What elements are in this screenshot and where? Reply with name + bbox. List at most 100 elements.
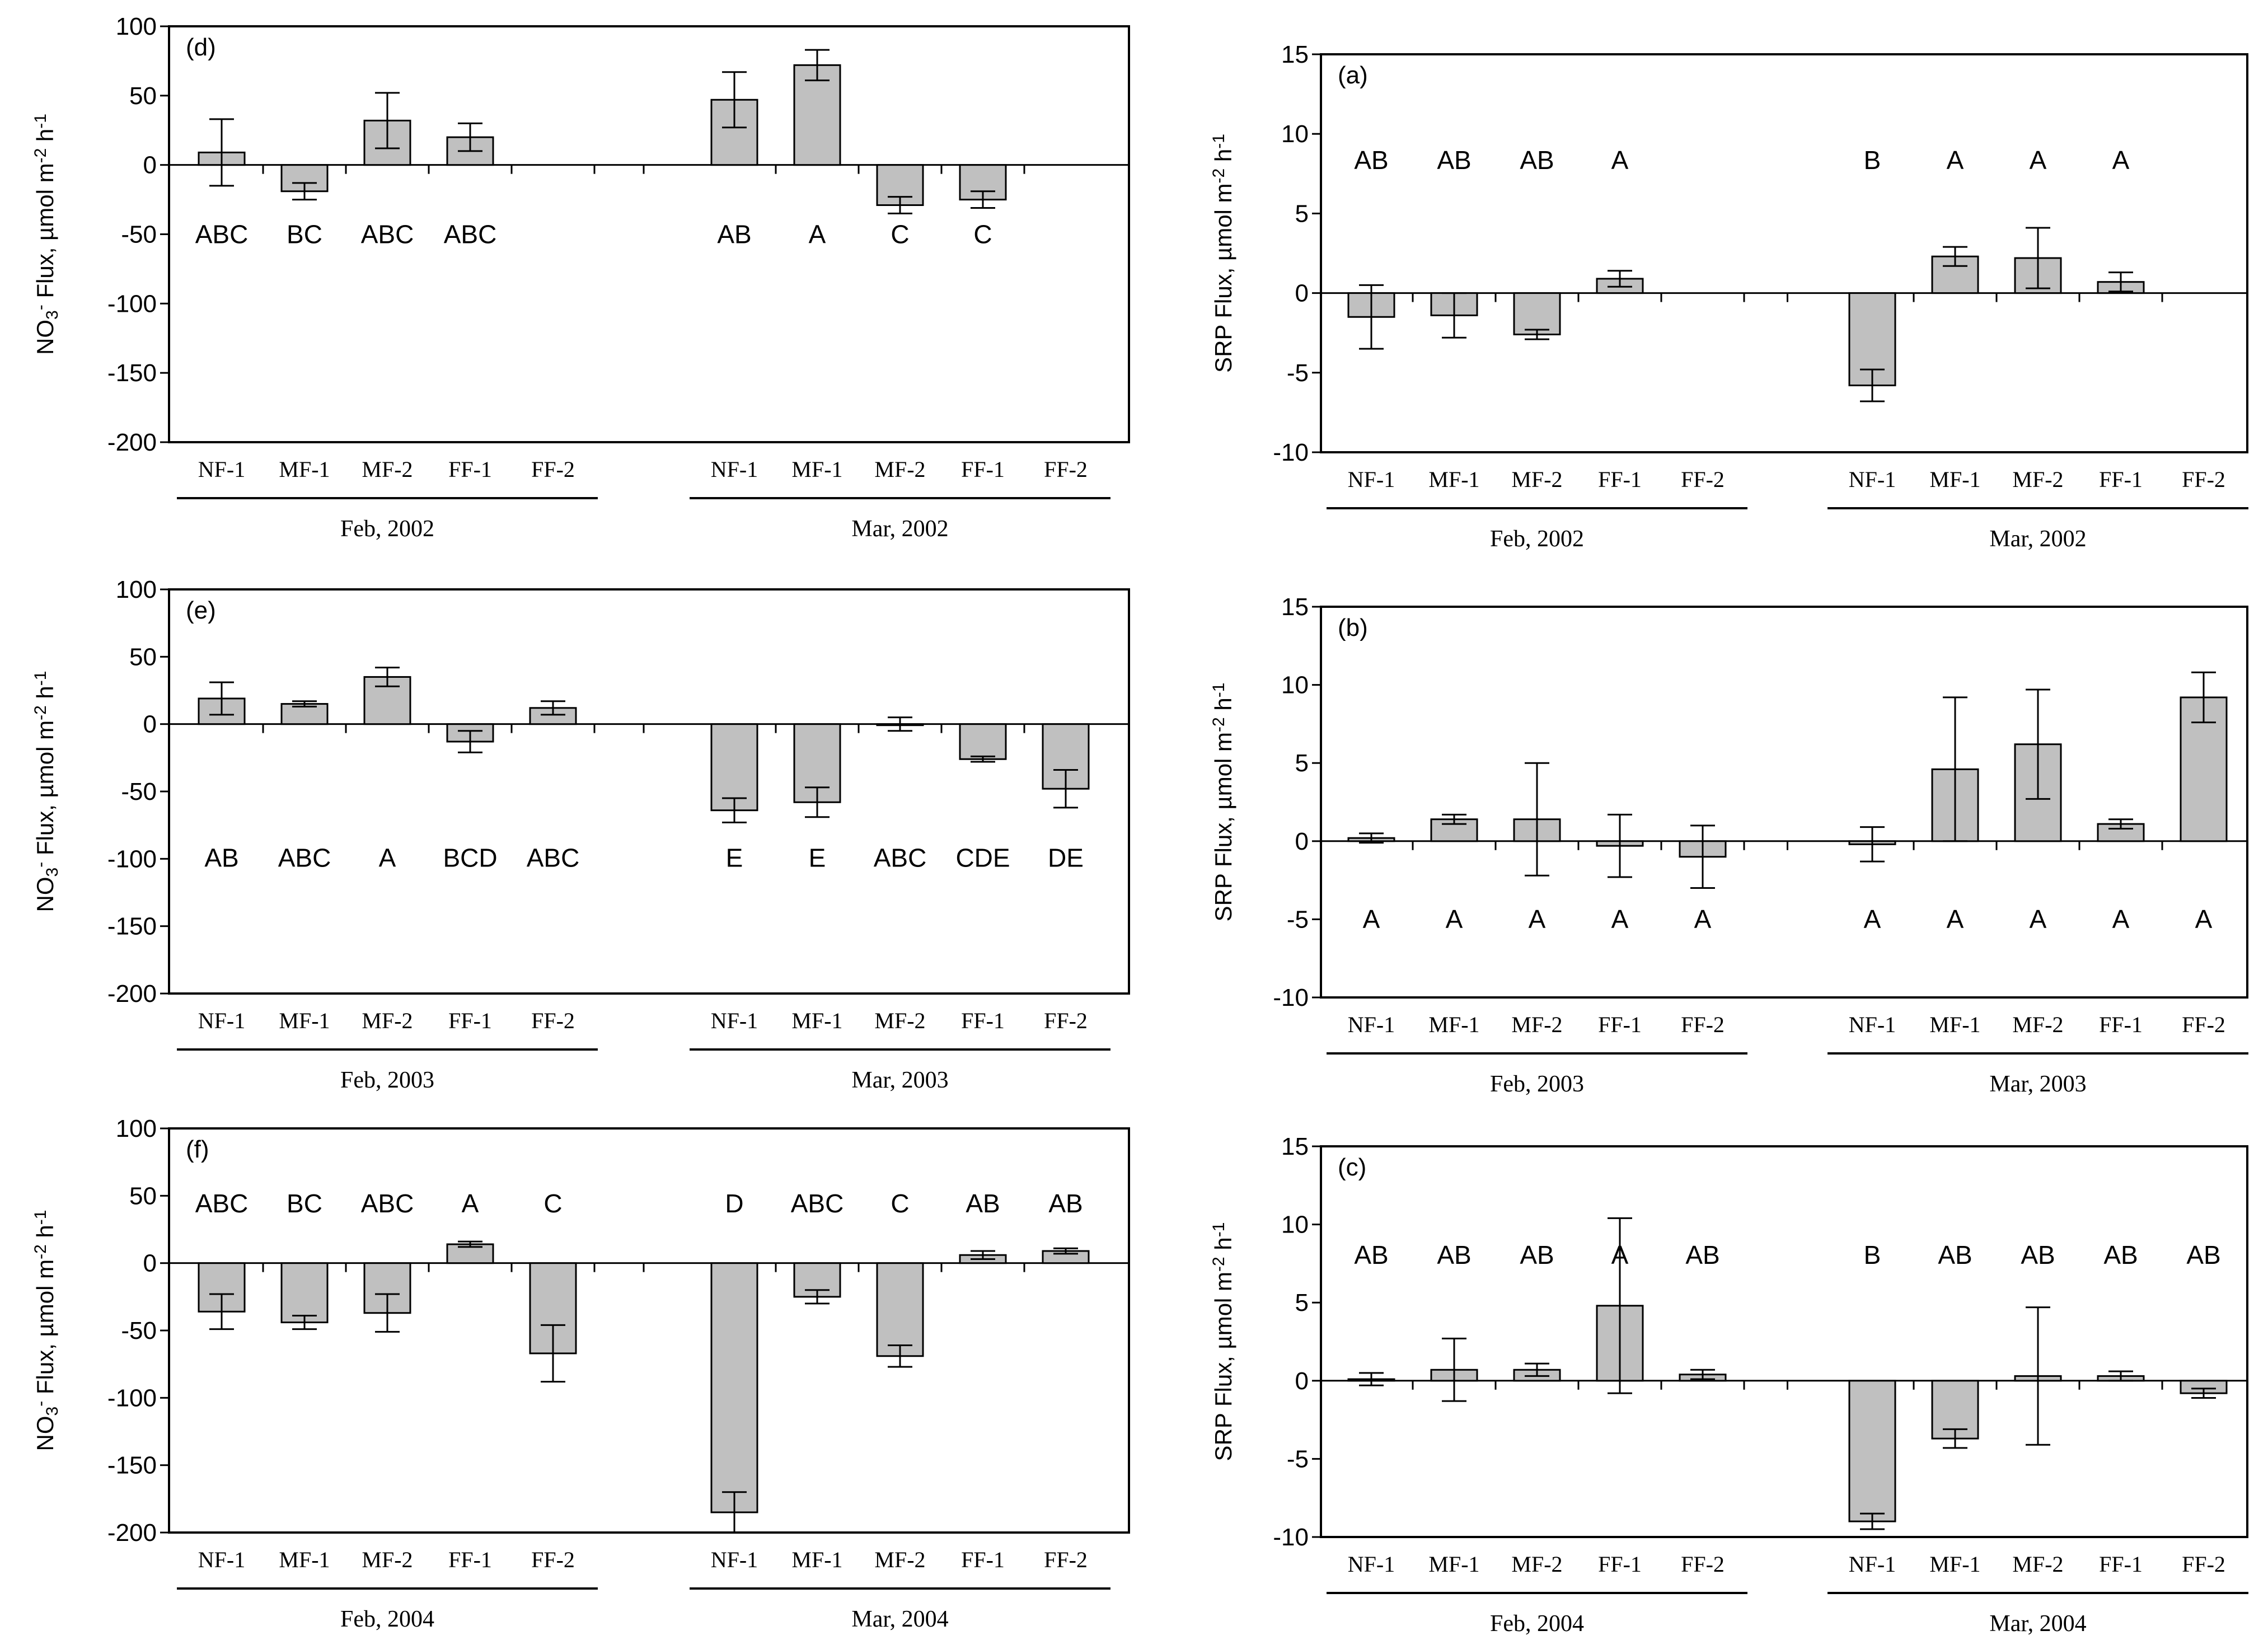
x-tick-label: FF-2 [531,1547,575,1572]
panel-label: (c) [1338,1154,1366,1181]
x-tick-label: MF-2 [874,1008,925,1033]
significance-letter: AB [1520,1240,1554,1269]
y-tick-label: -50 [121,221,157,249]
y-label-mid: Flux, µmol m [32,1259,58,1401]
plot-frame [1320,606,2248,999]
significance-letter: CDE [955,844,1010,873]
y-tick-label: -200 [107,429,157,456]
x-tick-label: MF-2 [1511,1552,1562,1577]
y-label-tail: h [1210,697,1236,717]
significance-letter: BC [287,220,322,249]
significance-letter: A [1611,905,1629,934]
y-label-mid: Flux, µmol m [32,163,58,304]
x-tick-label: MF-2 [874,457,925,482]
x-tick-label: FF-1 [961,1547,1005,1572]
significance-letter: ABC [278,844,331,873]
y-label-sup: -1 [31,671,50,686]
x-tick-label: FF-1 [2099,1552,2143,1577]
x-tick-label: MF-1 [279,1008,330,1033]
significance-letter: A [2112,905,2130,934]
y-tick-label: -150 [107,359,157,387]
y-label-mid: Flux, µmol m [32,720,58,862]
panel-b: 15 10 5 0 -5 -10 (b) A NF-1 A MF-1 A MF-2 A FF-1 A FF-2 A… [1210,593,2248,1097]
x-tick-label: MF-1 [791,1547,842,1572]
x-tick-label: NF-1 [1348,467,1395,492]
x-tick-label: FF-1 [1598,1012,1642,1037]
y-label-sup: -1 [31,114,50,129]
y-label-sup: -1 [31,1210,50,1225]
x-tick-label: MF-2 [1511,467,1562,492]
y-label-main: NO [32,320,58,355]
y-label-tail: h [32,129,58,148]
y-tick-label: -10 [1273,439,1309,466]
significance-letter: A [1947,905,1964,934]
bar [1848,1380,1896,1522]
significance-letter: A [1864,905,1881,934]
x-tick-label: FF-1 [448,1008,492,1033]
y-tick-label: 0 [143,152,157,179]
x-tick-label: MF-1 [791,1008,842,1033]
y-tick-label: 50 [129,643,157,671]
y-axis-label: SRP Flux, µmol m-2 h-1 [1210,134,1237,373]
panel-e: 100 50 0 -50 -100 -150 -200 (e) AB NF-1 ABC MF-1 A MF… [31,576,1130,1093]
x-tick-label: MF-2 [2012,1552,2063,1577]
x-tick-label: NF-1 [1348,1552,1395,1577]
plot-frame [1320,1145,2248,1538]
y-label-sup: -1 [1210,683,1228,698]
group-label: Feb, 2002 [1490,526,1584,552]
x-tick-label: FF-1 [2099,467,2143,492]
y-label-sup: -2 [1210,168,1228,184]
significance-letter: AB [1685,1240,1719,1269]
panel-label: (a) [1338,62,1368,89]
y-tick-label: 0 [143,1250,157,1277]
y-tick-label: -200 [107,980,157,1008]
x-tick-label: MF-1 [1929,467,1980,492]
y-tick-label: -100 [107,290,157,317]
significance-letter: C [973,220,992,249]
significance-letter: C [891,1189,909,1218]
panel-c: 15 10 5 0 -5 -10 (c) AB NF-1 AB MF-1 AB MF-2 A FF-1 AB F… [1210,1133,2248,1637]
significance-letter: A [1611,146,1629,175]
y-label-main: NO [32,877,58,912]
x-tick-label: FF-1 [1598,467,1642,492]
group-label: Feb, 2003 [340,1067,434,1093]
significance-letter: AB [1520,146,1554,175]
bar [959,723,1007,760]
y-tick-label: 5 [1295,1289,1309,1316]
y-tick-label: -5 [1287,359,1309,387]
significance-letter: A [2030,905,2047,934]
significance-letter: ABC [361,1189,414,1218]
x-tick-label: FF-2 [2182,467,2225,492]
significance-letter: A [1446,905,1463,934]
x-tick-label: NF-1 [1849,1012,1896,1037]
y-tick-label: 5 [1295,200,1309,227]
significance-letter: ABC [195,1189,249,1218]
y-label-tail: h [32,686,58,705]
x-tick-label: NF-1 [1348,1012,1395,1037]
group-label: Mar, 2002 [1989,526,2086,552]
x-tick-label: FF-1 [961,457,1005,482]
significance-letter: E [726,844,743,873]
group-label: Feb, 2004 [340,1606,434,1632]
y-label-sup: -2 [31,705,50,720]
significance-letter: AB [1437,146,1471,175]
x-tick-label: MF-2 [2012,1012,2063,1037]
x-tick-label: MF-1 [1929,1552,1980,1577]
x-tick-label: NF-1 [1849,1552,1896,1577]
x-tick-label: FF-1 [448,457,492,482]
y-tick-label: 100 [116,1115,157,1142]
significance-letter: C [891,220,909,249]
x-tick-label: MF-1 [791,457,842,482]
significance-letter: AB [2186,1240,2220,1269]
y-tick-label: -10 [1273,984,1309,1011]
x-tick-label: FF-1 [961,1008,1005,1033]
x-tick-label: MF-2 [362,1547,413,1572]
significance-letter: A [809,220,826,249]
y-axis-label: SRP Flux, µmol m-2 h-1 [1210,1222,1237,1461]
panel-d: 100500-50-100-150-200(d)ABCNF-1BCMF-1ABC… [31,13,1130,542]
significance-letter: ABC [361,220,414,249]
significance-letter: E [809,844,826,873]
panel-label: (d) [186,34,216,61]
